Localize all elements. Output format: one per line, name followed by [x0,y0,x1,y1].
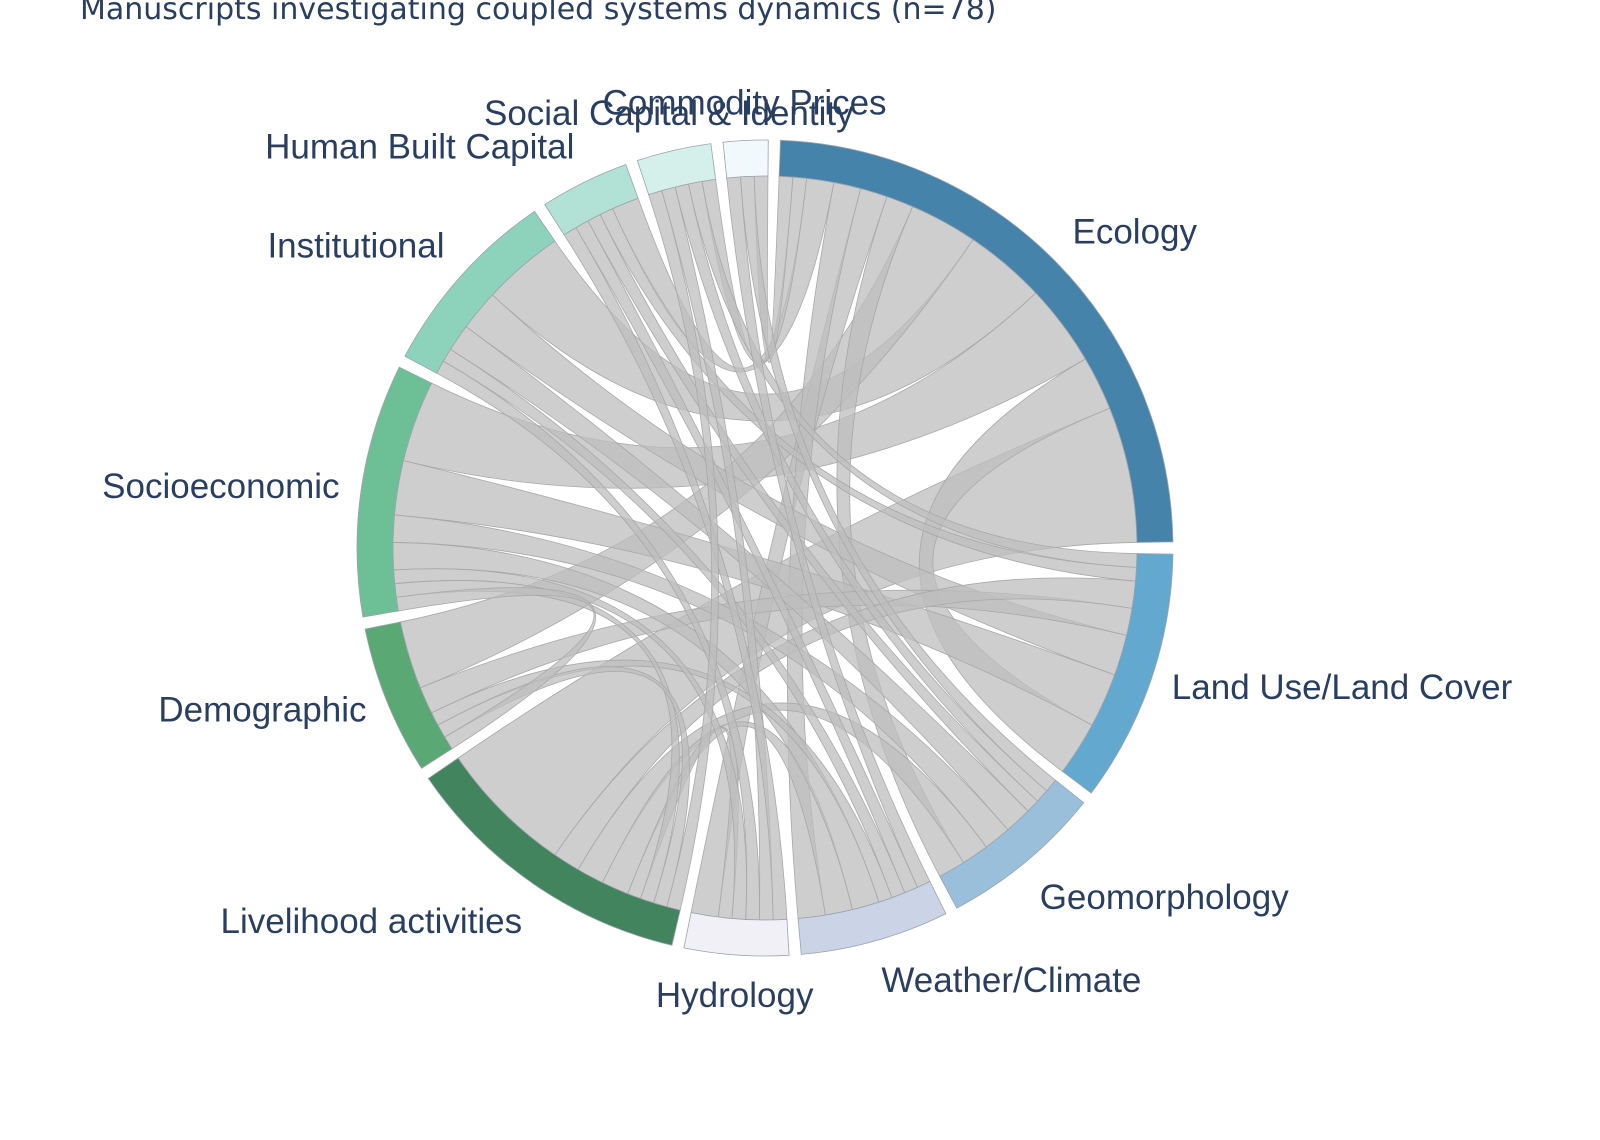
chords-layer [392,175,1138,921]
node-label-institutional: Institutional [267,226,444,265]
node-label-land-use-land-cover: Land Use/Land Cover [1172,668,1513,707]
node-arc-human-built-capital [544,163,639,236]
node-label-hydrology: Hydrology [656,976,814,1015]
node-arc-land-use-land-cover [1061,553,1174,794]
node-arc-ecology [778,139,1174,543]
node-label-weather-climate: Weather/Climate [881,961,1141,1000]
node-label-social-capital-identity: Social Capital & Identity [484,94,854,133]
node-arc-commodity-prices [722,139,769,179]
node-arc-demographic [364,621,453,769]
node-label-socioeconomic: Socioeconomic [102,467,339,506]
node-arc-hydrology [683,912,790,957]
node-label-demographic: Demographic [158,691,366,730]
node-label-human-built-capital: Human Built Capital [265,128,574,167]
node-arc-geomorphology [939,779,1085,909]
arcs-layer [356,139,1174,957]
chart-title: Manuscripts investigating coupled system… [80,0,997,27]
node-arc-livelihood-activities [427,757,681,946]
node-arc-weather-climate [797,880,947,955]
node-arc-social-capital-identity [636,143,717,196]
node-label-geomorphology: Geomorphology [1040,878,1290,917]
node-label-ecology: Ecology [1073,213,1198,252]
node-label-commodity-prices: Commodity Prices [603,84,887,123]
node-arc-institutional [404,210,556,374]
node-label-livelihood-activities: Livelihood activities [221,902,523,941]
node-arc-socioeconomic [356,366,433,618]
